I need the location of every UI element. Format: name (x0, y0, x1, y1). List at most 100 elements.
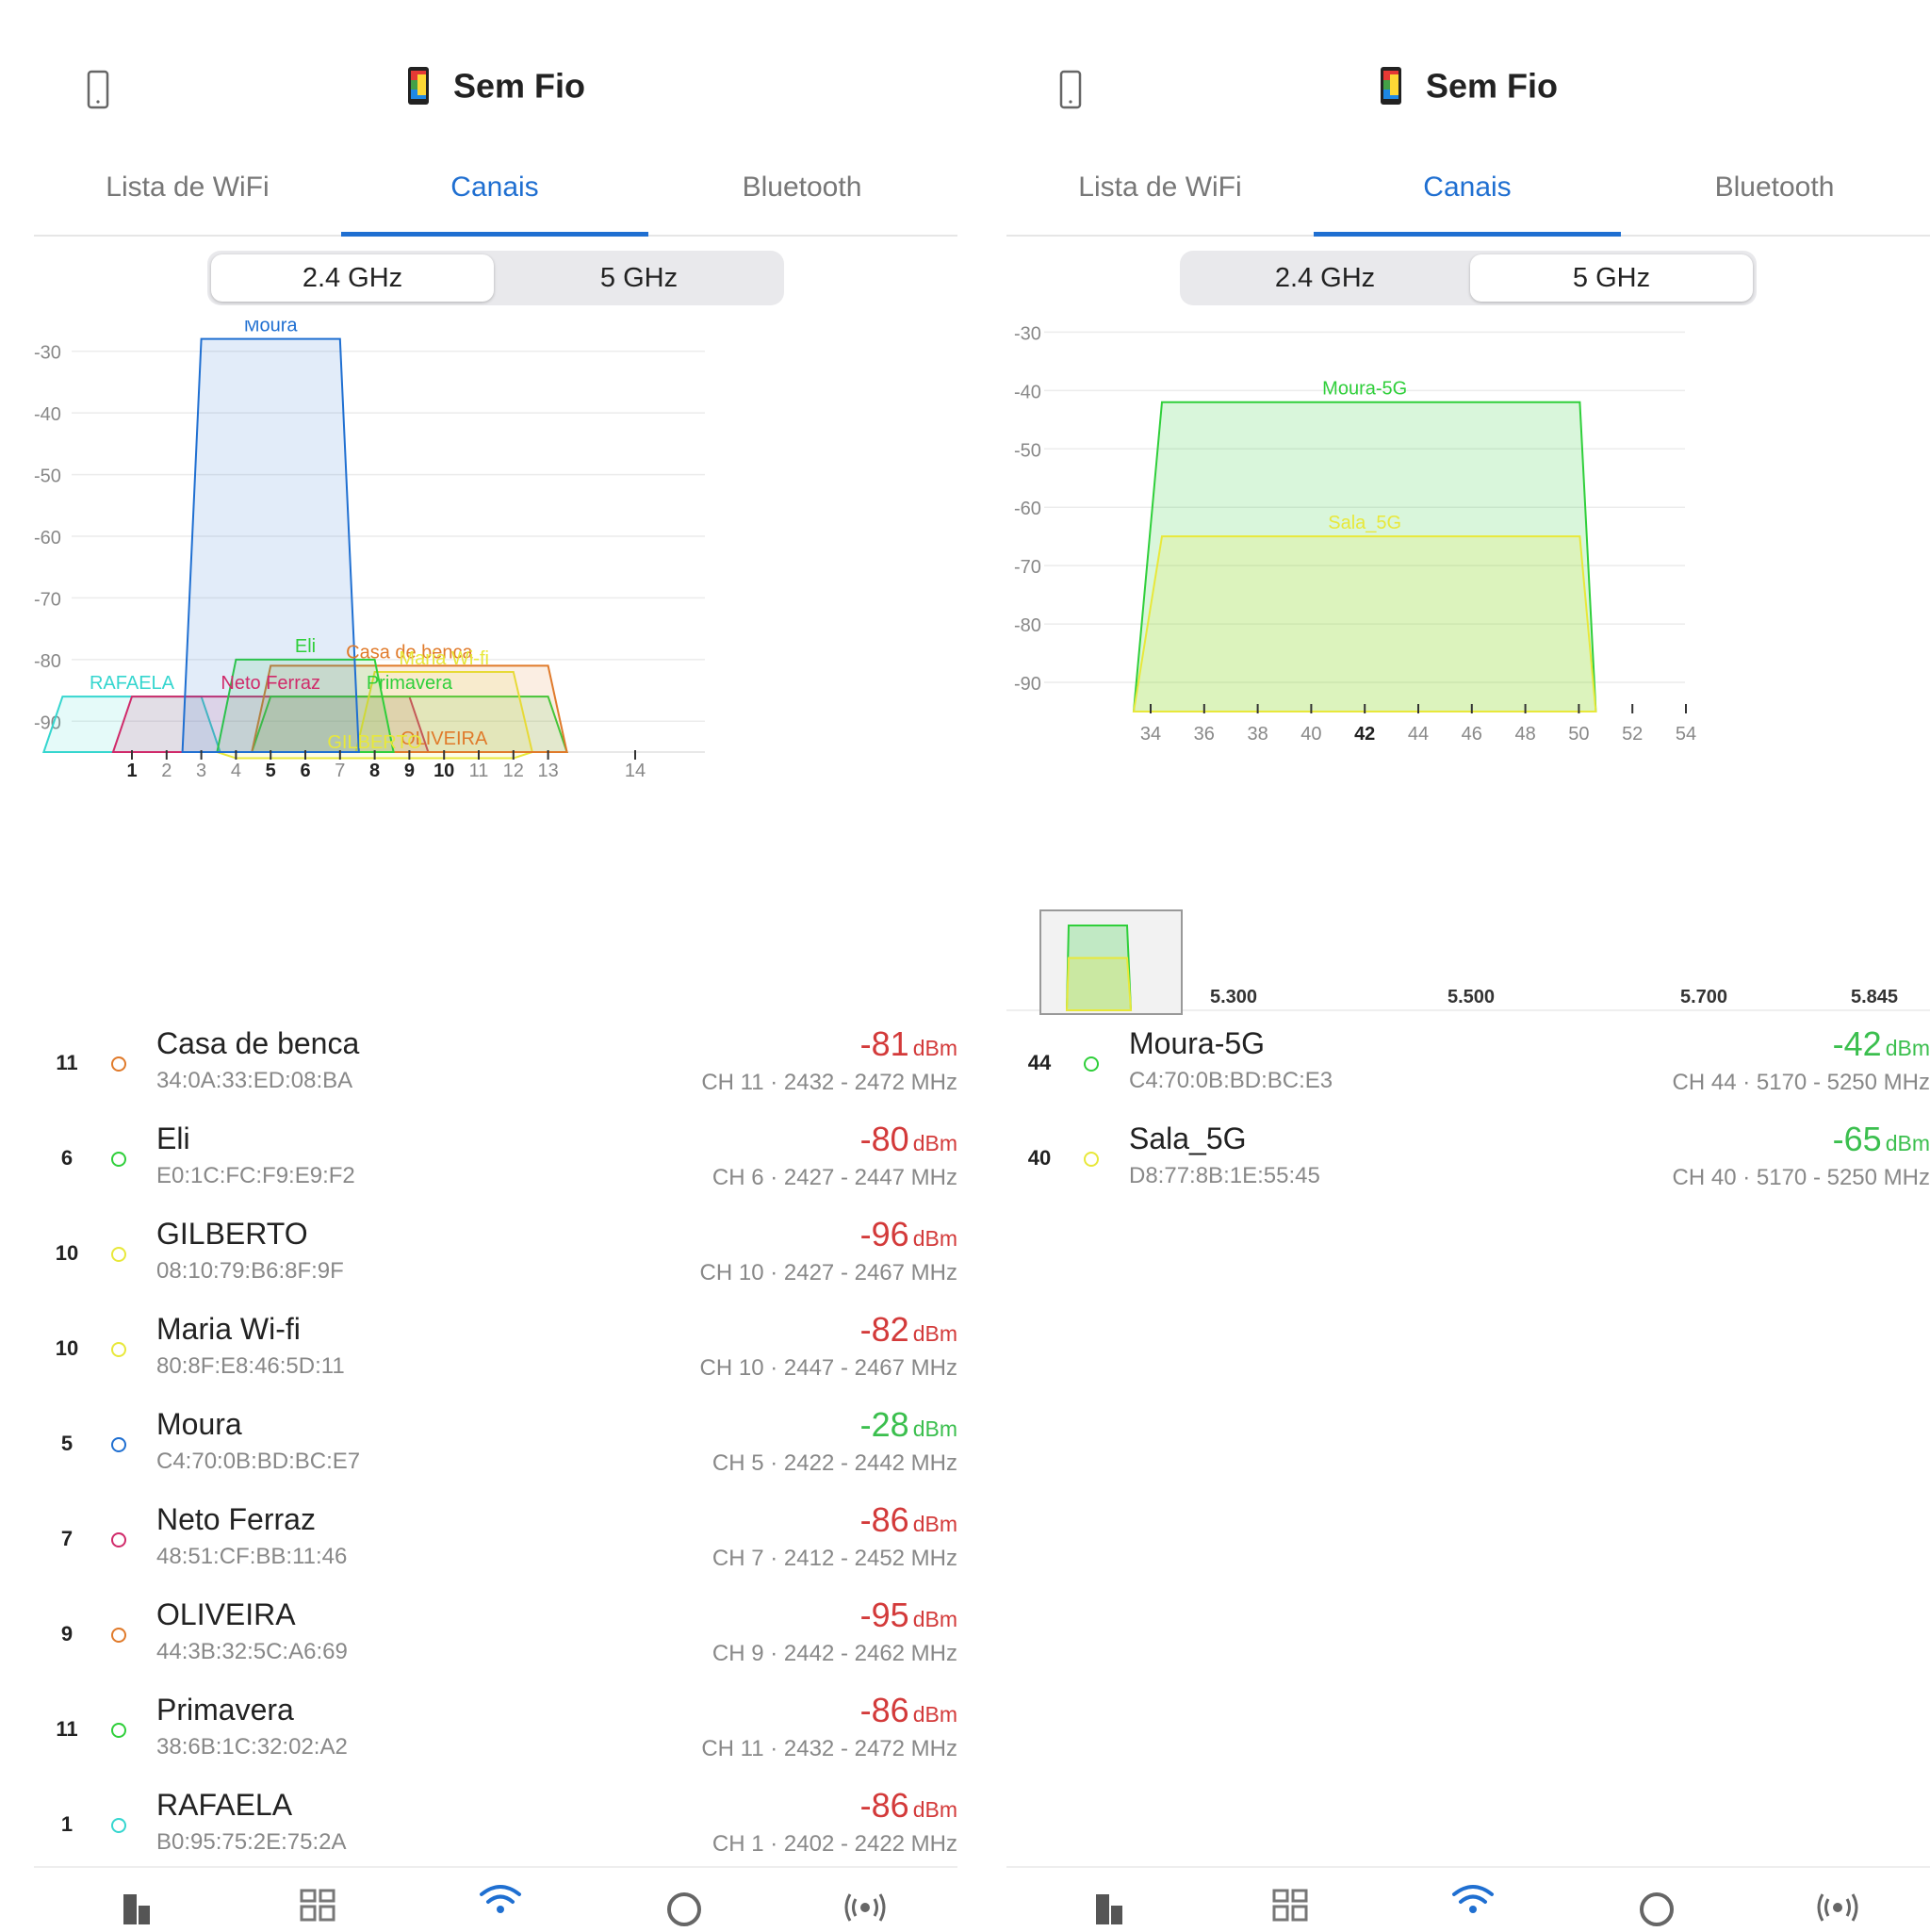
stats-icon[interactable] (1085, 1881, 1141, 1932)
band-5ghz-button[interactable]: 5 GHz (1470, 254, 1753, 302)
channel-info: CH 5 · 2422 - 2442 MHz (711, 1450, 957, 1476)
phone-icon[interactable] (72, 66, 124, 119)
channel-number: 44 (1027, 1051, 1052, 1074)
channel-info: CH 7 · 2412 - 2452 MHz (711, 1546, 957, 1571)
x-tick-label: 42 (1354, 724, 1375, 745)
list-item[interactable]: 11 Casa de benca 34:0A:33:ED:08:BA -81 dBm CH… (34, 1023, 957, 1118)
network-color-dot (111, 1437, 126, 1452)
app-logo-icon (1380, 67, 1401, 106)
wifi-icon[interactable] (1445, 1881, 1501, 1932)
list-item[interactable]: 44 Moura-5G C4:70:0B:BD:BC:E3 -42 dBm CH 44 ·… (1006, 1023, 1930, 1118)
circle-icon[interactable] (1628, 1881, 1685, 1932)
list-item[interactable]: 11 Primavera 38:6B:1C:32:02:A2 -86 dBm CH 11 … (34, 1689, 957, 1784)
network-color-dot (1084, 1056, 1099, 1072)
apps-grid-icon[interactable] (1263, 1881, 1319, 1932)
curve-label: GILBERTO (327, 732, 421, 753)
overview-frequency-label: 5.500 (1448, 987, 1495, 1007)
signal-value: -86 (859, 1691, 909, 1729)
x-tick-label: 11 (469, 761, 489, 781)
list-item[interactable]: 9 OLIVEIRA 44:3B:32:5C:A6:69 -95 dBm CH 9 · 2… (34, 1594, 957, 1689)
list-item[interactable]: 40 Sala_5G D8:77:8B:1E:55:45 -65 dBm CH 40 · … (1006, 1118, 1930, 1213)
x-tick-label: 8 (369, 761, 380, 781)
list-item[interactable]: 6 Eli E0:1C:FC:F9:E9:F2 -80 dBm CH 6 · 2427 -… (34, 1118, 957, 1213)
overview-curve (1065, 957, 1133, 1011)
list-item[interactable]: 10 Maria Wi-fi 80:8F:E8:46:5D:11 -82 dBm CH 1… (34, 1308, 957, 1403)
app-header: Sem Fio (34, 47, 957, 132)
channel-number: 9 (60, 1622, 74, 1645)
broadcast-icon[interactable] (837, 1881, 893, 1932)
network-ssid: RAFAELA (156, 1788, 293, 1822)
channel-number: 10 (55, 1241, 79, 1265)
list-item[interactable]: 5 Moura C4:70:0B:BD:BC:E7 -28 dBm CH 5 · 2422… (34, 1403, 957, 1498)
tab-wifi-list[interactable]: Lista de WiFi (106, 172, 270, 203)
channel-info: CH 44 · 5170 - 5250 MHz (1672, 1070, 1930, 1095)
app-title-area: Sem Fio (1006, 64, 1930, 106)
apps-grid-icon[interactable] (290, 1881, 347, 1932)
x-tick-label: 52 (1622, 724, 1643, 745)
channel-number: 7 (60, 1527, 74, 1550)
y-tick-label: -80 (34, 651, 61, 672)
band-selector: 2.4 GHz 5 GHz (207, 251, 784, 305)
wifi-icon[interactable] (472, 1881, 529, 1932)
tab-wifi-list[interactable]: Lista de WiFi (1078, 172, 1242, 203)
y-tick-label: -40 (1014, 382, 1041, 402)
network-color-dot (111, 1723, 126, 1738)
list-item[interactable]: 10 GILBERTO 08:10:79:B6:8F:9F -96 dBm CH 10 ·… (34, 1213, 957, 1308)
channel-chart-5ghz: -30 -40 -50 -60 -70 -80 -90 Moura-5G Sala_5G 34 36… (1006, 323, 1930, 1015)
circle-icon[interactable] (656, 1881, 712, 1932)
signal-strength: -82 dBm (860, 1310, 957, 1350)
list-item[interactable]: 7 Neto Ferraz 48:51:CF:BB:11:46 -86 dBm CH 7 … (34, 1498, 957, 1594)
network-ssid: GILBERTO (156, 1217, 308, 1251)
network-mac: 38:6B:1C:32:02:A2 (156, 1734, 348, 1760)
signal-value: -42 (1832, 1024, 1882, 1063)
panel-5ghz: Sem Fio Lista de WiFi Canais Bluetooth 2… (1006, 0, 1930, 1930)
network-ssid: Casa de benca (156, 1026, 360, 1060)
channel-info: CH 11 · 2432 - 2472 MHz (701, 1736, 957, 1761)
app-logo-icon (407, 67, 429, 106)
tab-channels[interactable]: Canais (341, 156, 648, 237)
stats-icon[interactable] (112, 1881, 169, 1932)
panel-2-4ghz: Sem Fio Lista de WiFi Canais Bluetooth 2… (34, 0, 957, 1930)
network-mac: C4:70:0B:BD:BC:E7 (156, 1449, 361, 1474)
overview-frequency-label: 5.700 (1680, 987, 1727, 1007)
x-tick-label: 12 (503, 761, 524, 781)
signal-value: -65 (1832, 1120, 1882, 1158)
x-tick-label: 10 (433, 761, 454, 781)
tab-bluetooth[interactable]: Bluetooth (742, 172, 862, 203)
network-ssid: Neto Ferraz (156, 1502, 316, 1536)
x-tick-label: 2 (161, 761, 172, 781)
band-2-4ghz-button[interactable]: 2.4 GHz (1274, 263, 1376, 293)
list-item[interactable]: 1 RAFAELA B0:95:75:2E:75:2A -86 dBm CH 1 · 24… (34, 1784, 957, 1879)
channel-number: 5 (60, 1432, 74, 1455)
channel-info: CH 40 · 5170 - 5250 MHz (1672, 1165, 1930, 1190)
tab-bluetooth[interactable]: Bluetooth (1714, 172, 1835, 203)
curve-label: Casa de benca (346, 642, 473, 663)
signal-unit: dBm (912, 1607, 957, 1631)
x-tick-label: 6 (300, 761, 310, 781)
tab-bar: Lista de WiFi Canais Bluetooth (34, 156, 957, 237)
x-tick-label: 44 (1408, 724, 1429, 745)
channel-number: 40 (1027, 1146, 1052, 1170)
signal-strength: -86 dBm (860, 1691, 957, 1730)
overview-window[interactable] (1039, 909, 1183, 1015)
network-ssid: Sala_5G (1129, 1122, 1247, 1155)
signal-value: -86 (859, 1786, 909, 1825)
channel-info: CH 6 · 2427 - 2447 MHz (711, 1165, 957, 1190)
signal-unit: dBm (1885, 1036, 1930, 1060)
signal-strength: -80 dBm (860, 1120, 957, 1159)
x-tick-label: 7 (335, 761, 345, 781)
channel-number: 1 (60, 1812, 74, 1836)
tab-channels[interactable]: Canais (1314, 156, 1621, 237)
channel-number: 11 (56, 1051, 78, 1074)
broadcast-icon[interactable] (1809, 1881, 1866, 1932)
x-tick-label: 36 (1194, 724, 1215, 745)
x-tick-label: 46 (1462, 724, 1482, 745)
signal-strength: -96 dBm (860, 1215, 957, 1254)
signal-unit: dBm (912, 1131, 957, 1155)
band-5ghz-button[interactable]: 5 GHz (599, 263, 679, 293)
network-color-dot (111, 1152, 126, 1167)
phone-icon[interactable] (1044, 66, 1097, 119)
band-2-4ghz-button[interactable]: 2.4 GHz (211, 254, 494, 302)
x-tick-label: 38 (1247, 724, 1268, 745)
